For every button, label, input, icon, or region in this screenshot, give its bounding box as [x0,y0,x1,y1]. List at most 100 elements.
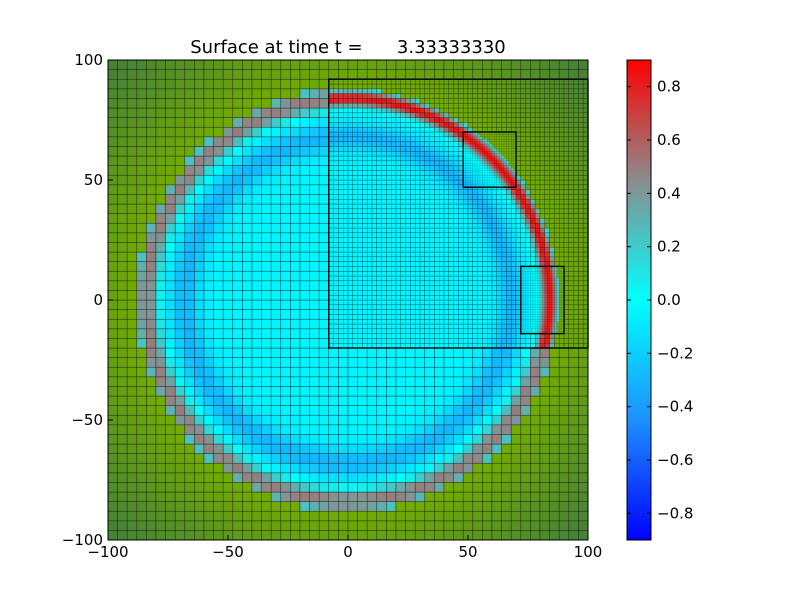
heatmap-cell [395,203,402,210]
heatmap-cell [486,318,493,325]
heatmap-cell [482,78,488,85]
heatmap-cell [347,309,354,315]
heatmap-cell [251,318,262,330]
heatmap-cell [381,112,387,118]
heatmap-cell [405,520,416,531]
heatmap-cell [333,270,339,277]
heatmap-cell [395,155,402,162]
heatmap-cell [299,290,310,301]
heatmap-cell [558,530,570,540]
heatmap-cell [414,304,421,310]
heatmap-cell [501,328,507,334]
heatmap-cell [568,366,579,378]
heatmap-cell [376,323,382,330]
heatmap-cell [136,424,147,435]
heatmap-cell [366,338,373,344]
heatmap-cell [501,198,507,205]
heatmap-cell [386,184,392,190]
heatmap-cell [381,328,387,334]
heatmap-cell [117,184,128,195]
heatmap-cell [472,482,483,493]
heatmap-cell [174,434,186,445]
heatmap-cell [486,246,493,253]
heatmap-cell [376,69,387,80]
heatmap-cell [299,232,310,243]
heatmap-cell [376,462,387,474]
heatmap-cell [290,232,301,243]
heatmap-cell [453,443,464,454]
heatmap-cell [462,60,474,70]
heatmap-cell [530,174,536,181]
heatmap-cell [371,323,378,330]
heatmap-cell [534,218,541,224]
heatmap-cell [376,232,382,238]
heatmap-cell [165,98,176,109]
heatmap-cell [501,318,507,325]
heatmap-cell [136,510,147,522]
heatmap-cell [309,222,320,234]
heatmap-cell [366,491,378,502]
heatmap-cell [261,491,272,502]
heatmap-cell [419,93,426,99]
heatmap-cell [270,174,282,186]
heatmap-cell [342,294,349,301]
heatmap-cell [203,405,214,416]
heatmap-cell [525,194,531,200]
heatmap-cell [506,107,512,114]
heatmap-cell [515,256,522,262]
heatmap-cell [443,342,450,349]
heatmap-cell [155,88,166,99]
heatmap-cell [251,530,262,540]
heatmap-cell [410,107,416,114]
heatmap-cell [414,256,421,262]
heatmap-cell [366,165,373,171]
heatmap-cell [467,261,474,267]
heatmap-cell [414,117,421,123]
heatmap-cell [515,318,522,325]
heatmap-cell [395,275,402,282]
heatmap-cell [371,136,378,142]
heatmap-cell [357,174,363,181]
heatmap-cell [424,88,430,94]
heatmap-cell [184,309,195,320]
heatmap-cell [366,462,378,474]
heatmap-cell [410,117,416,123]
heatmap-cell [299,261,310,272]
heatmap-cell [510,107,517,114]
heatmap-cell [482,102,488,109]
heatmap-cell [578,395,588,406]
heatmap-cell [472,203,478,210]
heatmap-cell [222,232,234,243]
heatmap-cell [290,174,301,186]
heatmap-cell [371,294,378,301]
heatmap-cell [486,88,493,94]
heatmap-cell [395,405,406,416]
heatmap-cell [414,414,426,426]
heatmap-cell [405,60,416,70]
heatmap-cell [347,266,354,272]
heatmap-cell [549,69,560,80]
heatmap-cell [549,395,560,406]
heatmap-cell [405,323,411,330]
heatmap-cell [146,443,157,454]
heatmap-cell [362,83,368,90]
heatmap-cell [381,131,387,138]
heatmap-cell [395,342,402,349]
heatmap-cell [357,222,363,229]
heatmap-cell [477,227,483,234]
heatmap-cell [126,309,138,320]
heatmap-cell [386,98,392,104]
heatmap-cell [242,174,253,186]
heatmap-cell [501,501,512,512]
heatmap-cell [405,155,411,162]
heatmap-cell [510,60,522,70]
heatmap-cell [472,112,478,118]
heatmap-cell [328,328,334,334]
heatmap-cell [213,146,224,157]
heatmap-cell [419,102,426,109]
heatmap-cell [438,227,445,234]
heatmap-cell [482,366,493,378]
heatmap-cell [261,328,272,339]
heatmap-cell [194,232,205,243]
heatmap-cell [539,222,546,229]
